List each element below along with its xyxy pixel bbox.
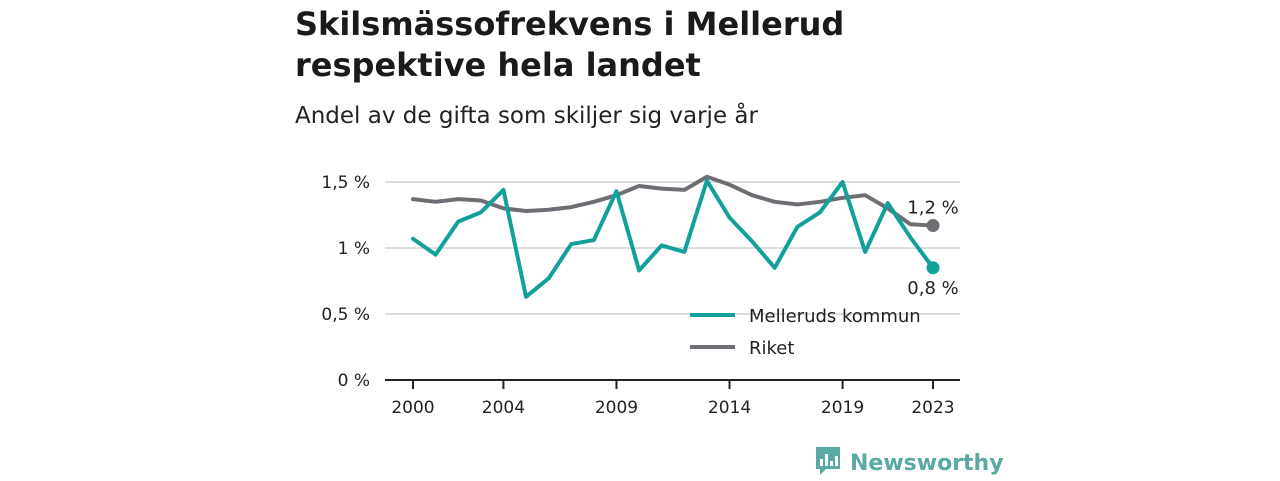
y-tick-label: 0 %: [338, 371, 370, 391]
x-tick-label: 2014: [708, 398, 751, 418]
x-tick-label: 2023: [911, 398, 954, 418]
end-point-mellerud: [926, 261, 940, 275]
x-tick-label: 2004: [482, 398, 525, 418]
chart-title: Skilsmässofrekvens i Mellerud respektive…: [295, 5, 845, 84]
end-point-riket: [926, 219, 940, 233]
series-line-mellerud: [411, 178, 935, 299]
y-tick-label: 1,5 %: [321, 173, 370, 193]
x-axis-ticks: 2000 2004 2009 2014 2019 2023: [391, 380, 955, 418]
legend-label-mellerud: Melleruds kommun: [749, 306, 921, 327]
legend: Melleruds kommun Riket: [690, 306, 921, 359]
end-label-mellerud: 0,8 %: [907, 278, 958, 299]
x-tick-label: 2019: [821, 398, 864, 418]
y-axis-tick-labels: 0 % 0,5 % 1 % 1,5 %: [321, 173, 370, 391]
y-tick-label: 1 %: [338, 239, 370, 259]
chart-subtitle: Andel av de gifta som skiljer sig varje …: [295, 103, 758, 129]
series-lines: [411, 174, 940, 299]
end-label-riket: 1,2 %: [907, 198, 958, 219]
x-tick-label: 2000: [391, 398, 434, 418]
legend-label-riket: Riket: [749, 338, 794, 359]
x-tick-label: 2009: [595, 398, 638, 418]
end-labels: 1,2 % 0,8 %: [907, 198, 958, 299]
y-tick-label: 0,5 %: [321, 305, 370, 325]
bar-chart-speech-bubble-icon: [814, 445, 842, 481]
logo-text: Newsworthy: [850, 450, 1004, 476]
newsworthy-logo: Newsworthy: [814, 446, 1004, 480]
